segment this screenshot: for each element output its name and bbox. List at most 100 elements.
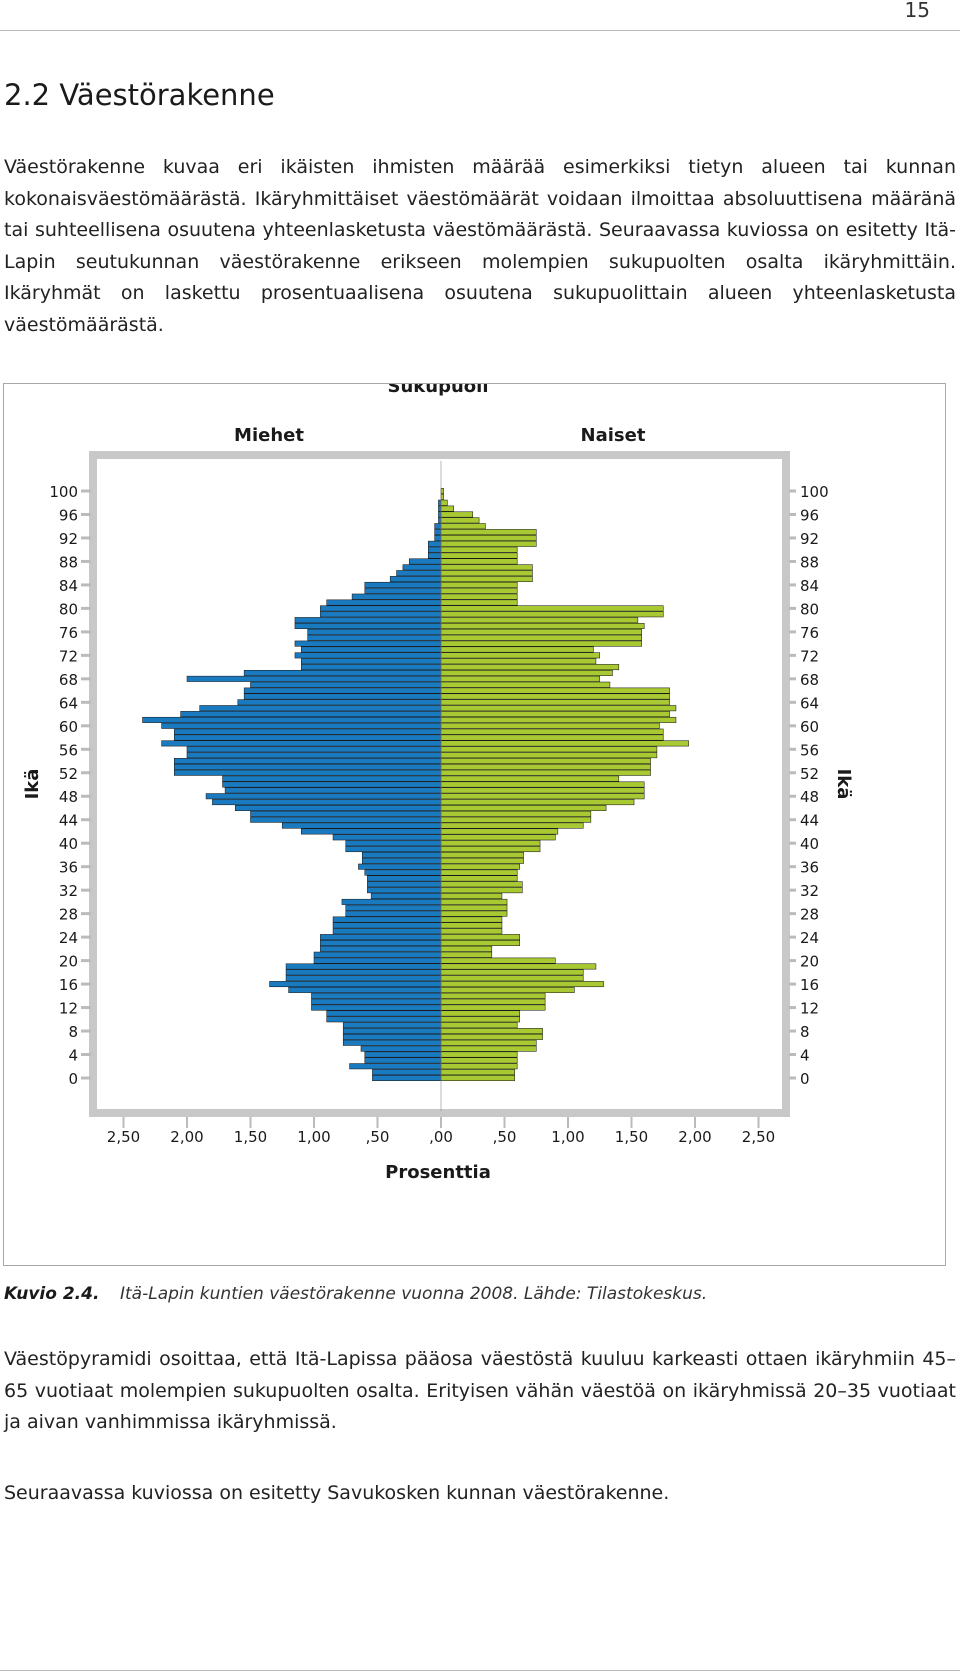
y-tick-right-label: 64	[800, 694, 819, 712]
y-tick-left-label: 68	[59, 671, 78, 689]
bar-women-age-30	[440, 898, 508, 905]
bar-men-age-82	[351, 593, 442, 600]
bar-men-age-68	[186, 675, 442, 682]
bar-women-age-16	[440, 981, 604, 988]
bar-men-age-85	[389, 576, 442, 583]
bar-men-age-43	[281, 822, 442, 829]
bar-men-age-2	[349, 1063, 442, 1070]
bar-women-age-52	[440, 769, 651, 776]
x-tick-label: 1,50	[234, 1128, 267, 1146]
y-tick-left-label: 72	[59, 647, 78, 665]
bar-women-age-22	[440, 945, 493, 952]
y-tick-left-label: 36	[59, 859, 78, 877]
y-tick-left-label: 92	[59, 530, 78, 548]
bar-men-age-62	[180, 711, 442, 718]
y-tick-right-label: 68	[800, 671, 819, 689]
bar-women-age-93	[440, 529, 537, 536]
bar-men-age-71	[301, 658, 442, 665]
bar-women-age-96	[440, 511, 474, 518]
bar-men-age-98	[438, 499, 442, 506]
y-tick-left-label: 28	[59, 906, 78, 924]
bar-women-age-97	[440, 505, 454, 512]
bar-women-age-2	[440, 1063, 518, 1070]
bar-men-age-70	[301, 664, 442, 671]
bar-women-age-36	[440, 863, 521, 870]
bar-women-age-85	[440, 576, 533, 583]
x-tick-label: ,50	[366, 1128, 390, 1146]
bar-men-age-58	[174, 734, 442, 741]
y-tick-right-label: 92	[800, 530, 819, 548]
bar-women-age-69	[440, 669, 613, 676]
bar-men-age-63	[199, 705, 442, 712]
bar-women-age-28	[440, 910, 508, 917]
bar-women-age-25	[440, 928, 503, 935]
bar-men-age-86	[396, 570, 442, 577]
bar-women-age-57	[440, 740, 689, 747]
bar-men-age-7	[342, 1033, 442, 1040]
bar-women-age-67	[440, 681, 611, 688]
y-tick-right-label: 88	[800, 553, 819, 571]
y-tick-right-label: 8	[800, 1023, 810, 1041]
bar-men-age-24	[320, 934, 442, 941]
bar-men-age-12	[311, 1004, 442, 1011]
bar-women-age-27	[440, 916, 503, 923]
bar-women-age-37	[440, 857, 524, 864]
x-tick-label: 1,00	[297, 1128, 330, 1146]
bar-women-age-3	[440, 1057, 518, 1064]
y-tick-left-label: 16	[59, 976, 78, 994]
bar-men-age-54	[174, 758, 442, 764]
bar-women-age-11	[440, 1010, 521, 1017]
y-tick-left-label: 44	[59, 812, 78, 830]
bar-women-age-83	[440, 587, 518, 594]
y-tick-left-label: 40	[59, 835, 78, 853]
bar-men-age-72	[294, 652, 442, 659]
bar-men-age-42	[301, 828, 442, 835]
y-tick-left-label: 80	[59, 600, 78, 618]
bar-men-age-6	[342, 1039, 442, 1046]
y-tick-right-label: 0	[800, 1070, 810, 1088]
y-ticks-right: 1009692888480767268646056524844403632282…	[789, 483, 829, 1088]
bar-men-age-84	[364, 581, 442, 588]
bar-women-age-17	[440, 975, 584, 982]
bar-women-age-23	[440, 940, 521, 946]
bar-women-age-68	[440, 675, 601, 682]
bar-women-age-63	[440, 705, 677, 712]
y-tick-left-label: 32	[59, 882, 78, 900]
y-tick-right-label: 20	[800, 953, 819, 971]
bar-men-age-83	[364, 587, 442, 594]
bar-women-age-73	[440, 646, 594, 653]
caption-text: Itä-Lapin kuntien väestörakenne vuonna 2…	[120, 1284, 708, 1304]
bar-men-age-48	[205, 793, 442, 800]
bar-women-age-66	[440, 687, 670, 694]
bar-men-age-66	[243, 687, 442, 694]
y-tick-right-label: 80	[800, 600, 819, 618]
y-tick-right-label: 40	[800, 835, 819, 853]
bar-men-age-31	[370, 893, 442, 900]
bar-women-age-42	[440, 828, 559, 835]
bar-women-age-62	[440, 711, 670, 718]
bar-men-age-4	[364, 1051, 442, 1058]
bar-women-age-78	[440, 617, 639, 624]
bar-women-age-86	[440, 570, 533, 577]
bar-women-age-58	[440, 734, 664, 741]
bar-men-age-75	[307, 634, 442, 641]
x-tick-label: ,50	[493, 1128, 517, 1146]
y-tick-right-label: 60	[800, 718, 819, 736]
y-tick-right-label: 12	[800, 1000, 819, 1018]
bar-women-age-54	[440, 758, 651, 764]
bar-men-age-78	[294, 617, 442, 624]
bar-men-age-97	[438, 505, 442, 512]
y-ticks-left: 1009692888480767268646056524844403632282…	[49, 483, 91, 1088]
x-tick-label: ,00	[429, 1128, 453, 1146]
bar-women-age-13	[440, 998, 546, 1005]
bar-men-age-89	[428, 552, 442, 559]
bar-men-age-16	[269, 981, 442, 988]
panel-label-men: Miehet	[234, 425, 304, 446]
bar-women-age-48	[440, 793, 645, 800]
bar-men-age-22	[320, 945, 442, 952]
y-tick-left-label: 60	[59, 718, 78, 736]
x-tick-label: 2,50	[107, 1128, 140, 1146]
bar-men-age-79	[320, 611, 442, 618]
bar-women-age-70	[440, 664, 620, 671]
bar-men-age-80	[320, 605, 442, 612]
